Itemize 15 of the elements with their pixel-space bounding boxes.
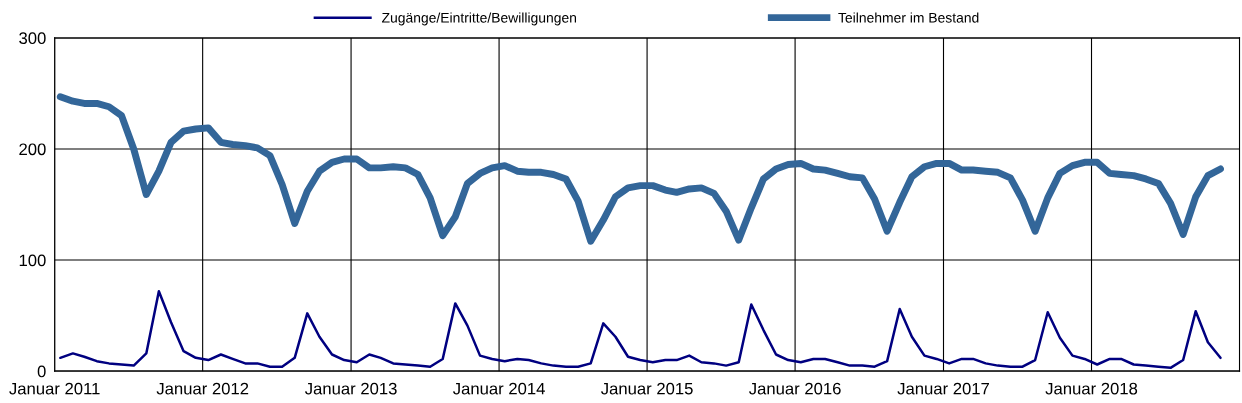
line-series — [59, 289, 1222, 370]
y-tick-label: 300 — [19, 32, 46, 45]
legend-label: Teilnehmer im Bestand — [838, 12, 979, 23]
x-tick-label: Januar 2018 — [1045, 382, 1138, 395]
x-tick-label: Januar 2014 — [453, 382, 545, 395]
y-tick-label: 200 — [19, 143, 46, 156]
x-tick-label: Januar 2015 — [601, 382, 693, 395]
x-tick-label: Januar 2011 — [9, 382, 100, 395]
x-tick-label: Januar 2016 — [749, 382, 841, 395]
y-tick-label: 0 — [37, 365, 46, 378]
x-tick-label: Januar 2013 — [305, 382, 397, 395]
x-tick-label: Januar 2012 — [156, 382, 249, 395]
legend-label: Zugänge/Eintritte/Bewilligungen — [382, 12, 577, 26]
x-tick-label: Januar 2017 — [897, 382, 989, 395]
y-tick-label: 100 — [19, 254, 46, 267]
